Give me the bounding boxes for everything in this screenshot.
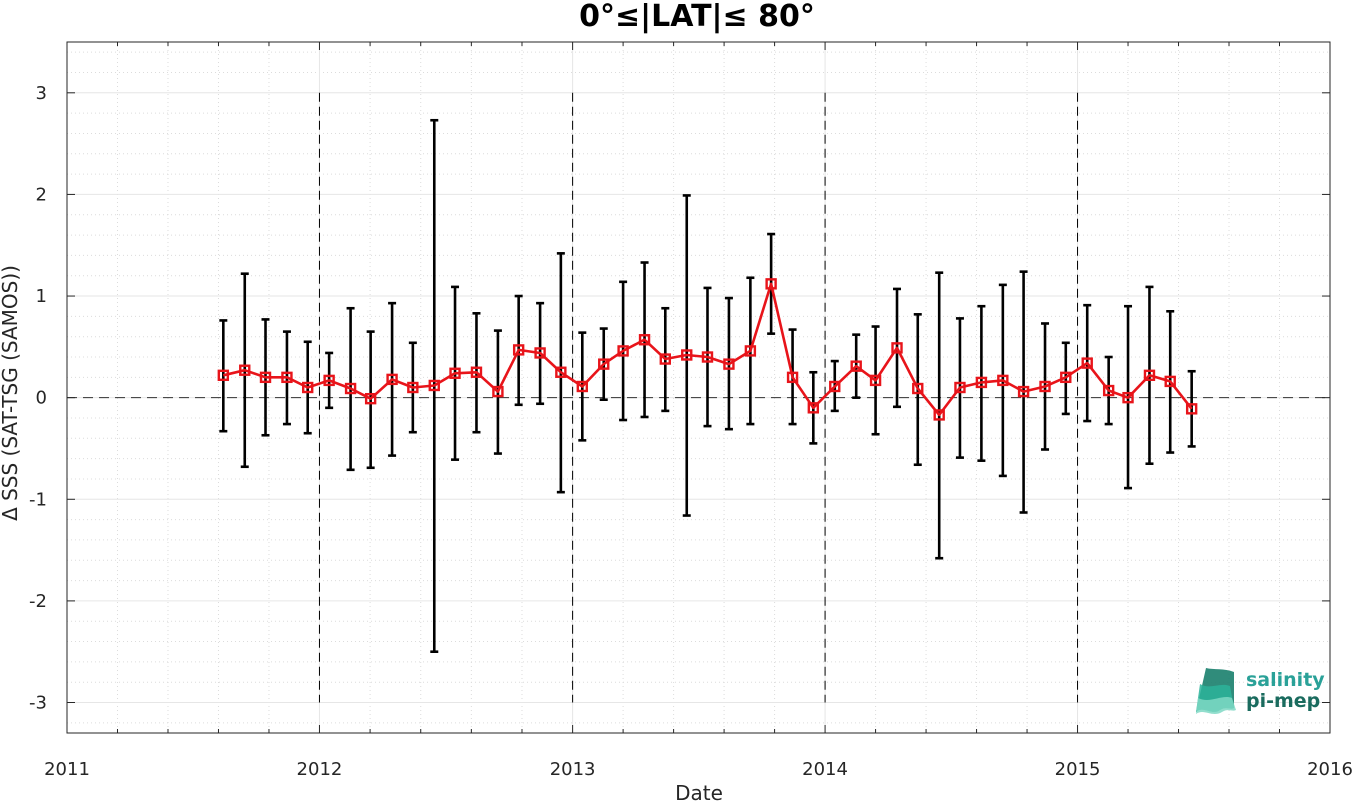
x-tick-label: 2015 [1055, 759, 1101, 780]
data-point [386, 373, 398, 386]
data-point [512, 344, 525, 356]
data-point [555, 366, 567, 378]
data-point [1164, 375, 1176, 388]
logo-text-line2: pi-mep [1246, 690, 1320, 712]
data-point [428, 379, 440, 392]
data-point [449, 367, 461, 379]
data-point [1081, 357, 1093, 369]
data-point [1102, 384, 1115, 397]
data-point [701, 351, 714, 363]
data-point [744, 345, 757, 357]
data-point [975, 376, 988, 389]
data-point [1039, 380, 1051, 393]
y-tick-label: 3 [36, 83, 47, 104]
data-point [259, 371, 272, 384]
x-tick-label: 2013 [550, 759, 596, 780]
data-point [638, 334, 651, 346]
data-point [786, 371, 799, 384]
y-tick-label: -1 [29, 489, 47, 510]
data-point [850, 360, 862, 372]
data-point [1017, 385, 1030, 398]
y-tick-label: -3 [29, 693, 47, 714]
error-bar [219, 319, 228, 433]
series-line-path [222, 282, 1193, 417]
data-point [617, 345, 629, 357]
data-point [933, 409, 945, 421]
salinity-pimep-logo: salinity pi-mep [1196, 668, 1325, 714]
data-point [323, 374, 335, 387]
x-axis-label: Date [675, 781, 723, 801]
data-point [1122, 391, 1134, 404]
data-point [470, 366, 483, 378]
x-tick-label: 2012 [297, 759, 343, 780]
wave-logo-icon [1196, 668, 1236, 714]
y-axis-ticks: -3 -2 -1 0 1 2 3 [29, 83, 1330, 714]
data-point [534, 347, 546, 359]
data-point [723, 358, 735, 370]
data-point [869, 374, 882, 387]
axes-box [66, 41, 1331, 734]
data-point [997, 374, 1009, 387]
data-point [681, 349, 693, 361]
logo-text-line1: salinity [1246, 669, 1325, 691]
series-line [217, 278, 1198, 421]
y-tick-label: 0 [36, 388, 47, 409]
y-tick-label: 2 [36, 184, 47, 205]
data-point [1185, 403, 1198, 415]
plot-frame [66, 41, 1331, 734]
data-point [1143, 369, 1156, 382]
data-point [829, 380, 841, 393]
data-point [891, 342, 903, 354]
y-tick-label: 1 [36, 286, 47, 307]
data-point [364, 392, 377, 405]
data-point [912, 382, 924, 395]
data-point [302, 381, 314, 394]
chart-title: 0°≤|LAT|≤ 80° [579, 0, 815, 34]
x-tick-label: 2016 [1307, 759, 1353, 780]
data-point [239, 364, 251, 376]
x-tick-label: 2014 [802, 759, 848, 780]
data-point [281, 371, 293, 384]
x-tick-label: 2011 [44, 759, 90, 780]
data-point [765, 278, 777, 290]
data-point [576, 380, 588, 393]
error-bar [1187, 369, 1196, 448]
data-point [407, 381, 419, 394]
data-point [344, 382, 357, 395]
data-point [1060, 371, 1072, 384]
y-axis-label: Δ SSS (SAT-TSG (SAMOS)) [0, 265, 22, 521]
y-tick-label: -2 [29, 591, 47, 612]
data-point [492, 385, 504, 398]
x-axis-ticks: 2011 2012 2013 2014 2015 2016 [44, 42, 1353, 780]
data-point [659, 353, 671, 365]
data-point [807, 402, 820, 414]
data-point [954, 381, 966, 394]
data-point [217, 369, 230, 382]
data-point [598, 358, 610, 370]
year-separators [318, 92, 1079, 703]
